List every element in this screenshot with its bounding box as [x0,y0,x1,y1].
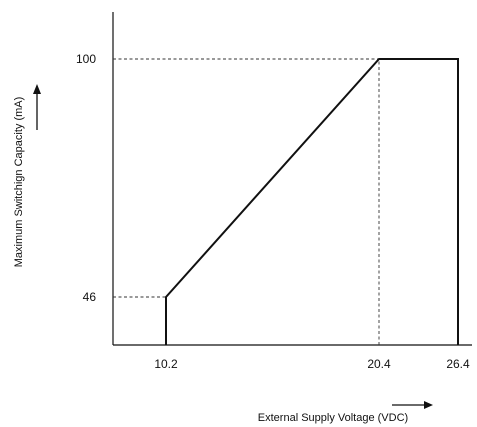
y-tick-labels: 46 100 [76,52,96,304]
x-tick-label-0: 10.2 [154,357,178,371]
x-axis-arrow-icon [392,401,433,409]
y-tick-label-1: 100 [76,52,96,66]
data-series [165,58,459,345]
x-tick-label-2: 26.4 [446,357,470,371]
x-axis-title: External Supply Voltage (VDC) [258,412,408,424]
y-tick-label-0: 46 [83,290,97,304]
reference-lines [113,58,380,345]
x-tick-label-1: 20.4 [367,357,391,371]
x-tick-labels: 10.2 20.4 26.4 [154,357,470,371]
series-line-0 [165,58,459,345]
y-axis-title: Maximum Switchign Capacity (mA) [13,97,25,268]
y-axis-arrow-icon [33,84,41,130]
